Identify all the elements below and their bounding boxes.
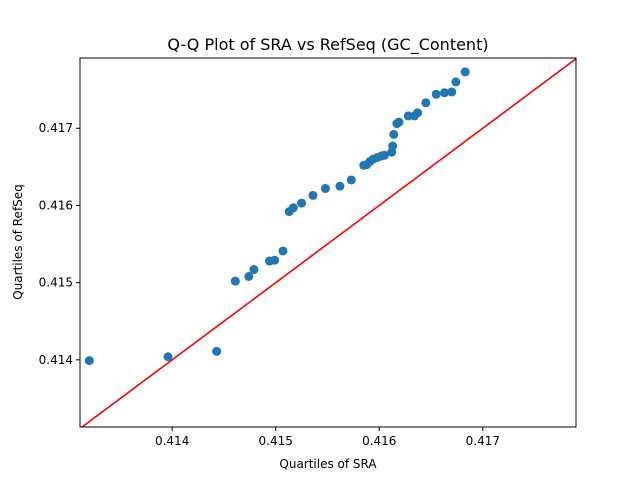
data-points [84, 67, 470, 366]
plot-area [79, 57, 577, 428]
plot-frame [79, 57, 577, 428]
data-point-3 [230, 276, 240, 286]
data-point-14 [335, 181, 345, 191]
y-axis-label: Quartiles of RefSeq [11, 184, 25, 300]
x-tick-label-3: 0.417 [466, 434, 500, 448]
chart-title: Q-Q Plot of SRA vs RefSeq (GC_Content) [167, 35, 488, 55]
data-point-12 [308, 190, 318, 200]
data-point-4 [244, 271, 254, 281]
data-point-8 [278, 246, 288, 256]
y-tick-label-3: 0.417 [39, 121, 73, 135]
data-point-5 [249, 265, 259, 275]
data-point-25 [389, 129, 399, 139]
data-point-10 [288, 203, 298, 213]
data-point-2 [212, 346, 222, 356]
x-axis-label: Quartiles of SRA [279, 457, 377, 471]
y-tick-label-1: 0.415 [39, 276, 73, 290]
x-tick-label-0: 0.414 [155, 434, 189, 448]
data-point-0 [84, 356, 94, 366]
data-point-30 [413, 108, 423, 118]
data-point-13 [320, 183, 330, 193]
data-point-24 [388, 141, 398, 151]
data-point-33 [439, 88, 449, 98]
data-point-32 [431, 89, 441, 99]
reference-line [80, 58, 576, 427]
data-point-36 [460, 67, 470, 77]
data-point-1 [163, 352, 173, 362]
data-point-31 [421, 98, 431, 108]
data-point-22 [379, 150, 389, 160]
data-point-11 [297, 198, 307, 208]
x-axis-ticks: 0.414 0.415 0.416 0.417 [155, 427, 500, 448]
y-tick-label-2: 0.416 [39, 198, 73, 212]
data-point-35 [451, 77, 461, 87]
x-tick-label-1: 0.415 [259, 434, 293, 448]
data-point-28 [403, 111, 413, 121]
data-point-15 [346, 175, 356, 185]
y-tick-label-0: 0.414 [39, 353, 73, 367]
x-tick-label-2: 0.416 [362, 434, 396, 448]
data-point-27 [394, 117, 404, 127]
y-axis-ticks: 0.414 0.415 0.416 0.417 [39, 121, 80, 367]
data-point-7 [270, 255, 280, 265]
data-point-34 [447, 87, 457, 97]
